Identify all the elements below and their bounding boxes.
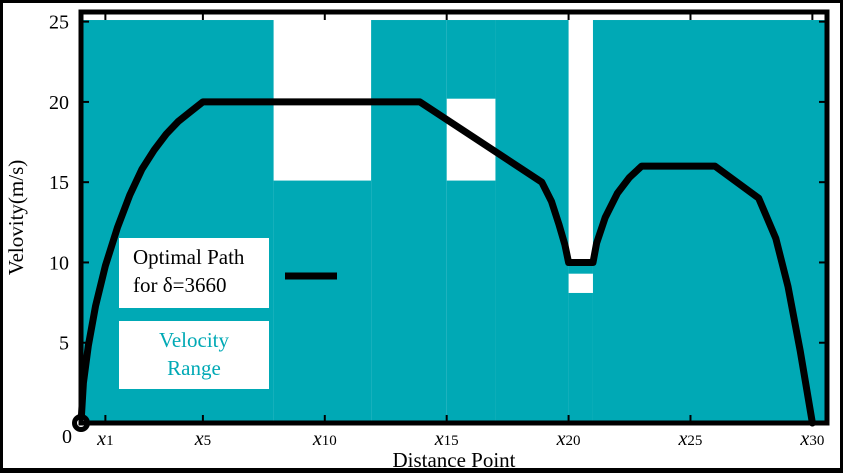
x-tick-label: x30 [799,428,824,450]
legend-patch-swatch [285,346,337,364]
x-tick-label: x25 [678,428,703,450]
figure-frame: 5 10 15 20 25 x1 x5 x10 x15 x20 x25 x30 0 Velovity… [3,3,840,472]
velocity-range-band [446,180,496,423]
legend-label: for δ=3660 [133,273,226,297]
velocity-range-band [568,262,593,274]
legend-label: Velocity [159,328,229,352]
y-axis-label: Velovity(m/s) [4,160,28,276]
x-tick-label: x20 [556,428,581,450]
velocity-range-band [446,20,496,99]
x-tick-label: x15 [434,428,459,450]
x-tick-label: x5 [194,428,211,450]
y-tick-label: 10 [49,252,69,274]
y-tick-label: 15 [49,172,69,194]
x-tick-label: x10 [312,428,337,450]
velocity-range-band [273,180,372,423]
optimal-path-line [77,98,816,427]
velocity-range-band [371,20,447,423]
velocity-range-band [592,20,827,423]
legend-label: Optimal Path [133,245,245,269]
plot-area-border [78,9,830,426]
y-tick-label: 25 [49,12,69,34]
velocity-chart: 5 10 15 20 25 x1 x5 x10 x15 x20 x25 x30 0 Velovity… [4,9,830,472]
legend: Optimal Path for δ=3660 Velocity Range [119,238,337,389]
y-tick-label: 5 [59,333,69,355]
legend-box [119,321,269,389]
x-origin-label: 0 [62,426,72,448]
x-axis-label: Distance Point [392,448,515,468]
legend-label: Range [167,356,221,380]
velocity-range-band [568,292,593,423]
y-tick-label: 20 [49,92,69,114]
x-axis-ticks: x1 x5 x10 x15 x20 x25 x30 [96,12,824,450]
y-axis-ticks: 5 10 15 20 25 [49,12,827,355]
x-tick-label: x1 [96,428,113,450]
legend-box [119,238,269,308]
